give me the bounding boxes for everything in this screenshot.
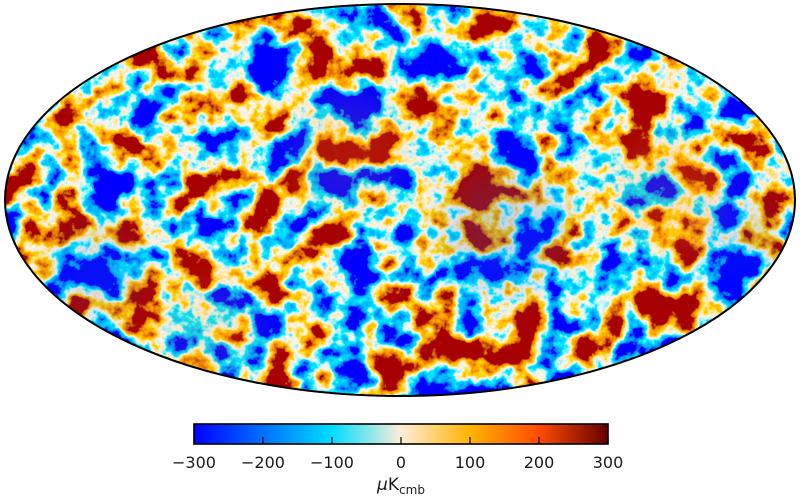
colorbar-tick-label: 0 bbox=[396, 453, 406, 472]
colorbar-tick-label: 100 bbox=[455, 453, 486, 472]
colorbar-tick-label: −200 bbox=[241, 453, 285, 472]
cold-spot-blob bbox=[443, 168, 567, 292]
unit-symbol: K bbox=[388, 475, 400, 495]
colorbar-tick-labels: −300 −200 −100 0 100 200 300 bbox=[172, 453, 623, 472]
unit-subscript: cmb bbox=[399, 483, 425, 497]
warm-blob-right bbox=[612, 136, 724, 248]
colorbar-tick-label: 200 bbox=[524, 453, 555, 472]
colorbar-unit-label: μKcmb bbox=[376, 475, 425, 497]
cold-blob-right bbox=[700, 196, 784, 280]
sky-map bbox=[5, 4, 795, 396]
colorbar-ticks bbox=[193, 437, 609, 444]
sky-map-outline bbox=[4, 3, 796, 397]
colorbar-tick-label: −300 bbox=[172, 453, 216, 472]
colorbar-tick-label: −100 bbox=[310, 453, 354, 472]
unit-mu: μ bbox=[376, 475, 388, 495]
large-scale-features bbox=[54, 94, 784, 376]
colorbar bbox=[193, 423, 609, 445]
warm-blob-center bbox=[290, 94, 406, 210]
colorbar-tick-label: 300 bbox=[593, 453, 624, 472]
warm-blob-lower-left bbox=[162, 276, 262, 376]
cold-blob-left bbox=[54, 226, 146, 318]
